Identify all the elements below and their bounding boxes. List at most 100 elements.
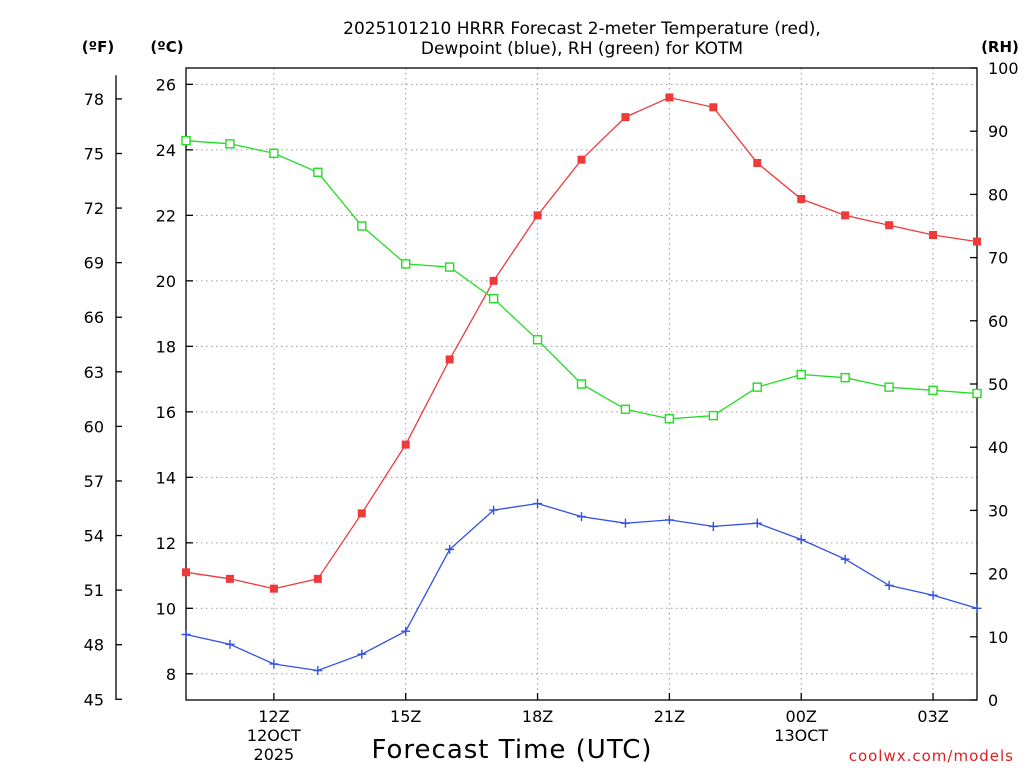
x-tick-label-00Z: 00Z <box>786 707 817 726</box>
dewpoint-point-15 <box>840 554 850 564</box>
rh-point-16 <box>884 382 894 392</box>
temperature-point-17 <box>929 231 938 240</box>
f-tick-label-69: 69 <box>84 254 104 273</box>
c-tick-label-20: 20 <box>156 272 176 291</box>
rh-point-1 <box>225 139 235 149</box>
temperature-point-16 <box>885 221 894 230</box>
rh-tick-label-90: 90 <box>988 122 1008 141</box>
rh-tick-label-40: 40 <box>988 438 1008 457</box>
dewpoint-point-2 <box>269 659 279 669</box>
c-tick-label-22: 22 <box>156 206 176 225</box>
rh-point-6 <box>444 262 455 272</box>
dewpoint-point-18 <box>972 603 982 613</box>
x-tick-label-15Z: 15Z <box>390 707 421 726</box>
rh-tick-label-70: 70 <box>988 249 1008 268</box>
c-tick-label-26: 26 <box>156 75 176 94</box>
dewpoint-point-9 <box>577 512 586 522</box>
dewpoint-point-8 <box>533 499 543 509</box>
temperature-point-9 <box>577 155 586 164</box>
temperature-point-10 <box>621 113 630 122</box>
c-tick-label-14: 14 <box>156 468 176 487</box>
rh-tick-label-0: 0 <box>988 691 998 710</box>
x-tick-sublabel-12Z-0: 12OCT <box>247 726 301 745</box>
x-tick-sublabel-00Z-0: 13OCT <box>774 726 828 745</box>
dewpoint-point-7 <box>489 505 499 515</box>
rh-tick-label-80: 80 <box>988 185 1008 204</box>
rh-point-18 <box>972 388 982 399</box>
rh-point-4 <box>357 221 367 231</box>
rh-point-0 <box>181 135 191 146</box>
data-series <box>181 93 982 676</box>
f-tick-label-72: 72 <box>84 199 104 218</box>
celsius-unit-label: (ºC) <box>150 38 183 56</box>
dewpoint-point-16 <box>884 580 894 590</box>
rh-point-2 <box>269 148 279 159</box>
x-axis-label: Forecast Time (UTC) <box>371 735 652 765</box>
rh-point-9 <box>576 379 587 389</box>
rh-series <box>181 135 982 424</box>
title-line-1: 2025101210 HRRR Forecast 2-meter Tempera… <box>343 19 821 39</box>
x-tick-label-03Z: 03Z <box>917 707 948 726</box>
temperature-point-0 <box>182 568 190 577</box>
c-tick-label-18: 18 <box>156 337 176 356</box>
credit-text: coolwx.com/models <box>849 747 1014 765</box>
x-tick-label-21Z: 21Z <box>654 707 685 726</box>
rh-point-5 <box>401 259 411 269</box>
dewpoint-point-4 <box>357 649 367 659</box>
temperature-point-11 <box>665 93 674 102</box>
f-tick-label-75: 75 <box>84 145 104 164</box>
c-tick-label-10: 10 <box>156 599 176 618</box>
rh-point-7 <box>488 293 499 304</box>
dewpoint-point-13 <box>752 518 762 528</box>
rh-tick-label-30: 30 <box>988 501 1008 520</box>
dewpoint-point-12 <box>708 521 718 531</box>
rh-point-13 <box>752 382 762 392</box>
temperature-point-3 <box>313 574 322 583</box>
rh-tick-label-20: 20 <box>988 565 1008 584</box>
chart-title: 2025101210 HRRR Forecast 2-meter Tempera… <box>343 19 821 59</box>
f-tick-label-45: 45 <box>84 690 104 709</box>
dewpoint-point-5 <box>401 626 411 636</box>
c-tick-label-12: 12 <box>156 534 176 553</box>
rh-point-11 <box>664 414 675 424</box>
rh-point-17 <box>928 385 938 396</box>
x-tick-sublabel-12Z-1: 2025 <box>254 745 295 764</box>
title-line-2: Dewpoint (blue), RH (green) for KOTM <box>421 39 743 59</box>
temperature-point-2 <box>269 584 278 593</box>
f-tick-label-48: 48 <box>84 636 104 655</box>
temperature-point-5 <box>401 440 410 449</box>
dewpoint-series <box>181 499 982 676</box>
f-tick-label-66: 66 <box>84 308 104 327</box>
c-tick-label-8: 8 <box>166 665 176 684</box>
rh-line <box>185 140 978 420</box>
x-tick-label-12Z: 12Z <box>258 707 289 726</box>
temperature-point-18 <box>973 237 981 246</box>
c-tick-label-24: 24 <box>156 141 176 160</box>
dewpoint-point-10 <box>620 518 630 528</box>
temperature-point-13 <box>753 158 762 167</box>
f-tick-label-78: 78 <box>84 90 104 109</box>
dewpoint-point-0 <box>181 630 191 640</box>
rh-tick-label-100: 100 <box>988 59 1019 78</box>
rh-point-3 <box>313 167 323 177</box>
rh-point-15 <box>840 372 850 383</box>
temperature-point-4 <box>357 509 366 518</box>
c-tick-label-16: 16 <box>156 403 176 422</box>
dewpoint-point-3 <box>313 666 323 676</box>
grid-lines <box>186 68 977 700</box>
temperature-point-8 <box>533 211 542 220</box>
f-tick-label-51: 51 <box>84 581 104 600</box>
rh-point-12 <box>708 410 719 421</box>
rh-point-10 <box>620 404 631 414</box>
rh-tick-label-10: 10 <box>988 628 1008 647</box>
temperature-point-6 <box>445 355 454 364</box>
dewpoint-point-1 <box>225 639 235 649</box>
dewpoint-point-17 <box>928 590 938 600</box>
rh-point-14 <box>796 369 806 380</box>
temperature-point-1 <box>225 574 234 583</box>
rh-tick-label-60: 60 <box>988 312 1008 331</box>
axes: 8 10 12 14 16 18 20 22 24 26 45 48 51 54 57 60 63 66 69 72 7… <box>84 59 1019 764</box>
temperature-point-15 <box>841 211 850 220</box>
f-tick-label-63: 63 <box>84 363 104 382</box>
